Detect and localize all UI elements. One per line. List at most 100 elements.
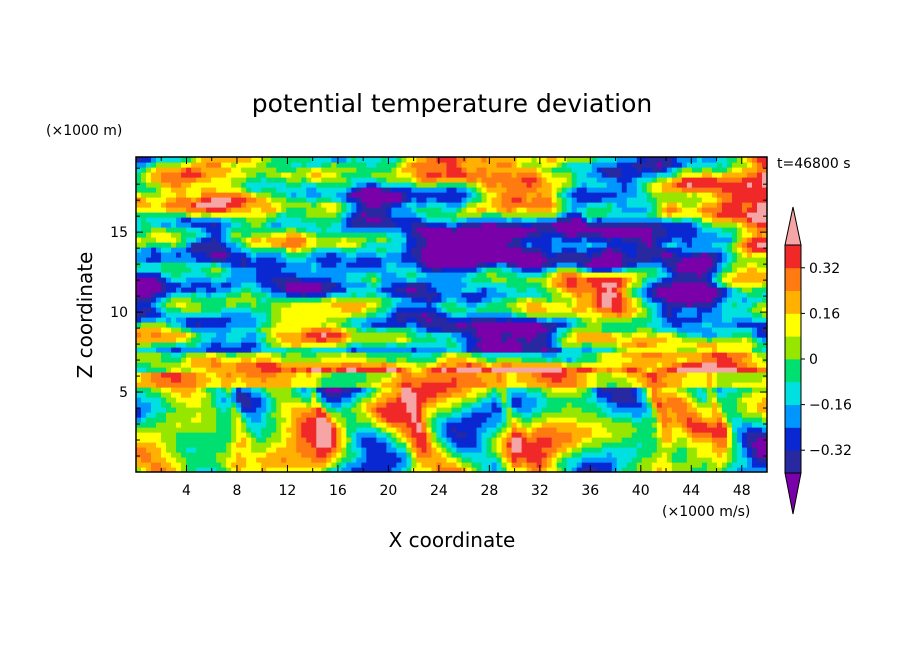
- heatmap-cell: [756, 417, 763, 423]
- heatmap-cell: [746, 342, 753, 348]
- heatmap-cell: [511, 307, 518, 313]
- heatmap-cell: [271, 452, 277, 458]
- heatmap-cell: [216, 342, 222, 348]
- heatmap-cell: [736, 312, 743, 318]
- heatmap-cell: [461, 382, 468, 388]
- heatmap-cell: [361, 422, 367, 428]
- heatmap-cell: [546, 397, 553, 403]
- heatmap-cell: [736, 307, 743, 313]
- heatmap-cell: [726, 317, 733, 323]
- heatmap-cell: [396, 322, 403, 328]
- heatmap-cell: [611, 297, 618, 303]
- heatmap-cell: [616, 432, 623, 438]
- heatmap-cell: [161, 392, 167, 398]
- heatmap-cell: [316, 362, 322, 368]
- heatmap-cell: [291, 272, 297, 278]
- heatmap-cell: [291, 447, 297, 453]
- heatmap-cell: [671, 357, 678, 363]
- heatmap-cell: [336, 372, 342, 378]
- heatmap-cell: [306, 342, 312, 348]
- heatmap-cell: [246, 422, 252, 428]
- heatmap-cell: [506, 372, 513, 378]
- heatmap-cell: [506, 422, 513, 428]
- heatmap-cell: [181, 297, 187, 303]
- heatmap-cell: [456, 407, 463, 413]
- heatmap-cell: [171, 292, 177, 298]
- heatmap-cell: [506, 312, 513, 318]
- heatmap-cell: [606, 442, 613, 448]
- heatmap-cell: [386, 377, 393, 383]
- heatmap-cell: [561, 462, 568, 468]
- heatmap-cell: [366, 272, 372, 278]
- heatmap-cell: [381, 452, 387, 458]
- heatmap-cell: [281, 362, 287, 368]
- heatmap-cell: [201, 457, 207, 463]
- heatmap-cell: [676, 462, 683, 468]
- heatmap-cell: [486, 282, 493, 288]
- heatmap-cell: [286, 387, 292, 393]
- heatmap-cell: [206, 452, 212, 458]
- heatmap-cell: [486, 367, 493, 373]
- heatmap-cell: [726, 292, 733, 298]
- heatmap-cell: [506, 342, 513, 348]
- heatmap-cell: [246, 437, 252, 443]
- heatmap-cell: [256, 367, 262, 373]
- heatmap-cell: [346, 372, 352, 378]
- heatmap-cell: [471, 352, 478, 358]
- heatmap-cell: [266, 377, 272, 383]
- heatmap-cell: [716, 372, 723, 378]
- heatmap-cell: [226, 277, 232, 283]
- heatmap-cell: [406, 447, 413, 453]
- heatmap-cell: [696, 292, 703, 298]
- heatmap-cell: [206, 327, 212, 333]
- heatmap-cell: [561, 357, 568, 363]
- heatmap-cell: [186, 412, 192, 418]
- heatmap-cell: [191, 407, 197, 413]
- heatmap-cell: [186, 422, 192, 428]
- heatmap-cell: [416, 432, 423, 438]
- heatmap-cell: [571, 277, 578, 283]
- heatmap-cell: [316, 322, 322, 328]
- heatmap-cell: [456, 447, 463, 453]
- heatmap-cell: [681, 427, 688, 433]
- heatmap-cell: [336, 347, 342, 353]
- heatmap-cell: [301, 382, 307, 388]
- heatmap-cell: [201, 312, 207, 318]
- heatmap-cell: [516, 402, 523, 408]
- heatmap-cell: [631, 302, 638, 308]
- heatmap-cell: [606, 342, 613, 348]
- heatmap-cell: [226, 467, 232, 472]
- heatmap-cell: [136, 282, 142, 288]
- heatmap-cell: [276, 357, 282, 363]
- heatmap-cell: [371, 322, 377, 328]
- heatmap-cell: [361, 302, 367, 308]
- heatmap-cell: [361, 277, 367, 283]
- heatmap-cell: [616, 347, 623, 353]
- heatmap-cell: [511, 332, 518, 338]
- heatmap-cell: [631, 367, 638, 373]
- heatmap-cell: [491, 312, 498, 318]
- heatmap-cell: [621, 457, 628, 463]
- heatmap-cell: [641, 307, 648, 313]
- heatmap-cell: [216, 462, 222, 468]
- heatmap-cell: [471, 402, 478, 408]
- heatmap-cell: [186, 442, 192, 448]
- heatmap-cell: [316, 427, 322, 433]
- heatmap-cell: [646, 302, 653, 308]
- heatmap-cell: [726, 457, 733, 463]
- heatmap-cell: [626, 312, 633, 318]
- heatmap-cell: [201, 322, 207, 328]
- heatmap-cell: [701, 372, 708, 378]
- heatmap-cell: [661, 362, 668, 368]
- heatmap-cell: [751, 442, 758, 448]
- heatmap-cell: [656, 407, 663, 413]
- heatmap-cell: [426, 337, 433, 343]
- heatmap-cell: [431, 327, 438, 333]
- heatmap-cell: [486, 392, 493, 398]
- heatmap-cell: [426, 412, 433, 418]
- heatmap-cell: [516, 322, 523, 328]
- heatmap-cell: [441, 392, 448, 398]
- heatmap-cell: [441, 337, 448, 343]
- heatmap-cell: [666, 307, 673, 313]
- heatmap-cell: [361, 332, 367, 338]
